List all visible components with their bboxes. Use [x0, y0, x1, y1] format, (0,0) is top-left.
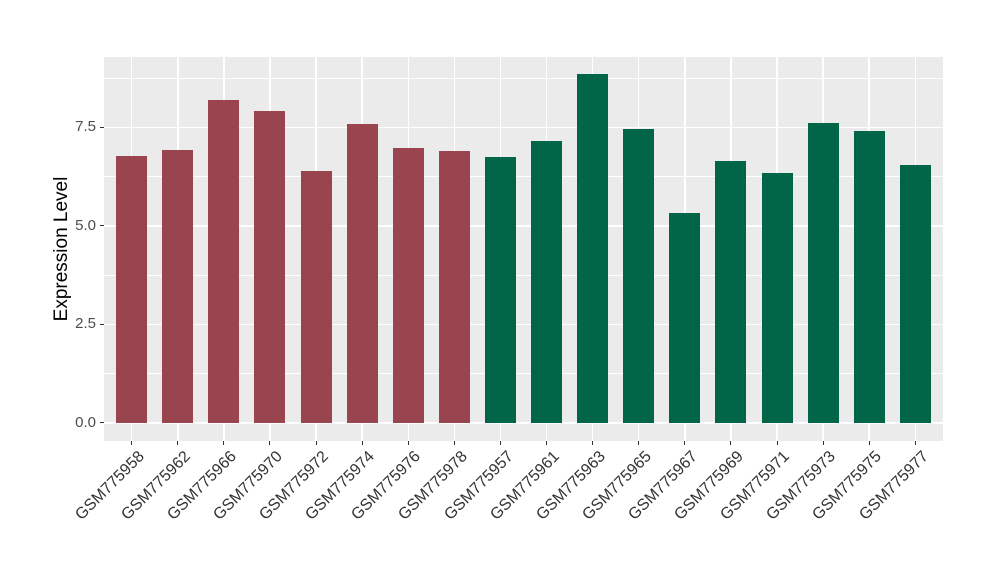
gridline-minor: [104, 373, 943, 375]
gridline-major: [104, 126, 943, 129]
bar-GSM775962: [162, 150, 193, 423]
gridline-minor: [104, 176, 943, 178]
bar-GSM775970: [254, 110, 285, 423]
x-tick-mark: [453, 441, 455, 445]
x-tick-mark: [499, 441, 501, 445]
x-tick-mark: [684, 441, 686, 445]
y-axis-title: Expression Level: [51, 176, 72, 322]
x-tick-mark: [269, 441, 271, 445]
bar-GSM775976: [393, 148, 424, 423]
x-tick-mark: [361, 441, 363, 445]
x-tick-mark: [638, 441, 640, 445]
bar-GSM775974: [347, 123, 378, 423]
bar-GSM775967: [669, 212, 700, 423]
bar-GSM775963: [577, 73, 608, 423]
x-tick-mark: [914, 441, 916, 445]
bar-GSM775977: [900, 164, 931, 423]
gridline-minor: [104, 77, 943, 79]
gridline-major: [104, 422, 943, 424]
bar-GSM775961: [531, 141, 562, 423]
bar-GSM775972: [301, 170, 332, 423]
bar-GSM775971: [762, 173, 793, 423]
gridline-major: [104, 323, 943, 326]
x-tick-mark: [868, 441, 870, 445]
x-tick-mark: [822, 441, 824, 445]
bar-GSM775975: [854, 130, 885, 423]
x-tick-mark: [315, 441, 317, 445]
x-tick-mark: [546, 441, 548, 445]
y-tick-label: 5.0: [75, 216, 96, 234]
bar-GSM775978: [439, 150, 470, 423]
bar-GSM775966: [208, 99, 239, 423]
x-tick-mark: [776, 441, 778, 445]
bar-GSM775957: [485, 156, 516, 423]
x-tick-mark: [131, 441, 133, 445]
y-tick-mark: [100, 126, 104, 128]
y-tick-label: 0.0: [75, 413, 96, 431]
bar-GSM775958: [116, 156, 147, 423]
x-tick-mark: [730, 441, 732, 445]
x-tick-mark: [407, 441, 409, 445]
y-tick-mark: [100, 225, 104, 227]
bar-GSM775969: [715, 161, 746, 423]
x-tick-mark: [223, 441, 225, 445]
x-tick-mark: [177, 441, 179, 445]
bar-GSM775965: [623, 129, 654, 423]
y-tick-label: 7.5: [75, 118, 96, 136]
y-tick-mark: [100, 323, 104, 325]
y-tick-label: 2.5: [75, 315, 96, 333]
bar-GSM775973: [808, 122, 839, 423]
gridline-major: [104, 225, 943, 227]
plot-panel: [104, 57, 943, 441]
gridline-minor: [104, 274, 943, 276]
x-tick-mark: [592, 441, 594, 445]
y-tick-mark: [100, 422, 104, 424]
